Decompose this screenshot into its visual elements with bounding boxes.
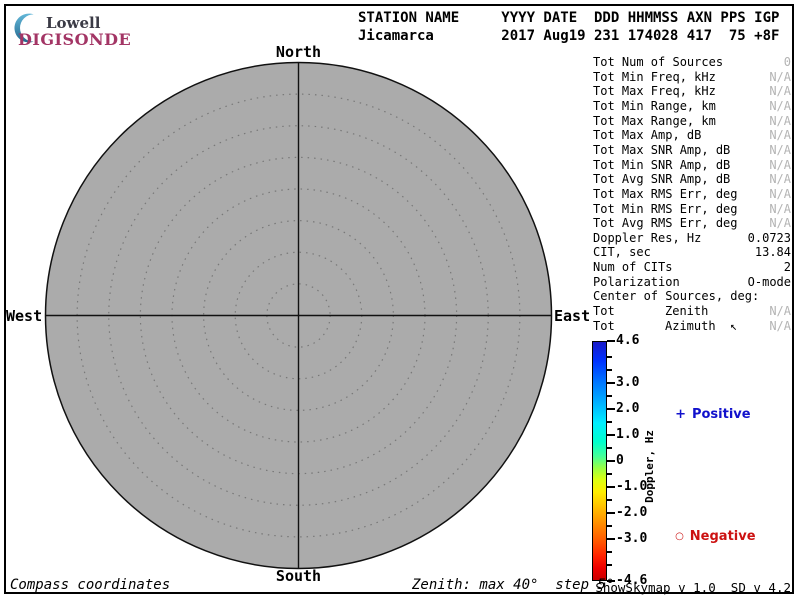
stats-row: Tot Azimuth ↖ N/A (593, 318, 791, 333)
colorbar-minor-tick (607, 499, 612, 502)
colorbar-minor-tick (607, 368, 612, 371)
stats-row: Tot Max Freq, kHz N/A (593, 84, 791, 99)
footer-version: ShowSkymap v 1.0 SD v 4.2 (595, 580, 791, 595)
header-column-titles: STATION NAME YYYY DATE DDD HHMMSS AXN PP… (358, 10, 780, 26)
colorbar-tick-label: -4.6 (616, 573, 648, 588)
lowell-crescent-icon (14, 13, 34, 43)
stats-row: Tot Max Amp, dB N/A (593, 128, 791, 143)
stats-row: Center of Sources, deg: (593, 289, 760, 304)
window-border (4, 4, 794, 594)
stats-row: Doppler Res, Hz 0.0723 (593, 230, 791, 245)
colorbar-tick-label: 4.6 (616, 333, 640, 348)
stats-row: Tot Min RMS Err, deg N/A (593, 201, 791, 216)
colorbar-tick-label: 1.0 (616, 426, 640, 442)
negative-label: Negative (689, 529, 756, 544)
colorbar-minor-tick (607, 355, 612, 358)
colorbar-minor-tick (607, 473, 612, 476)
colorbar-tick-label: 2.0 (616, 400, 640, 416)
positive-legend: + Positive (666, 392, 751, 422)
compass-label-north: North (275, 43, 322, 61)
circle-icon: ○ (675, 531, 684, 542)
logo-lowell-text: Lowell (46, 14, 101, 32)
plus-icon: + (675, 407, 686, 422)
colorbar-tick-label: -3.0 (616, 531, 648, 547)
colorbar-minor-tick (607, 394, 612, 397)
colorbar-axis-title: Doppler, Hz (643, 429, 656, 503)
positive-label: Positive (691, 407, 751, 422)
colorbar-major-tick (607, 538, 615, 541)
footer-zenith-scale: Zenith: max 40° step 5° (412, 577, 615, 593)
colorbar-major-tick (607, 340, 615, 342)
stats-row: Tot Max SNR Amp, dB N/A (593, 142, 791, 157)
compass-label-south: South (275, 567, 322, 585)
colorbar-major-tick (607, 407, 615, 410)
colorbar-major-tick (607, 460, 615, 462)
colorbar-major-tick (607, 433, 615, 436)
colorbar-tick-label: -2.0 (616, 505, 648, 521)
stats-row: Tot Min Freq, kHz N/A (593, 69, 791, 84)
colorbar-major-tick (607, 486, 615, 489)
compass-label-east: East (554, 307, 591, 325)
colorbar-minor-tick (607, 525, 612, 528)
colorbar-minor-tick (607, 564, 612, 567)
logo: Lowell DIGISONDE (12, 8, 131, 50)
footer-coordinates-mode: Compass coordinates (10, 577, 171, 593)
compass-label-west: West (6, 307, 43, 325)
colorbar-major-tick (607, 580, 615, 582)
stats-row: CIT, sec 13.84 (593, 245, 791, 260)
stats-panel: Tot Num of Sources 0 Tot Min Freq, kHz N/A T… (593, 55, 791, 337)
doppler-colorbar (592, 341, 607, 581)
compass-plot (44, 61, 553, 570)
colorbar-major-tick (607, 512, 615, 515)
stats-row: Polarization O-mode (593, 274, 791, 289)
stats-row: Tot Min Range, km N/A (593, 98, 791, 113)
stats-row: Tot Num of Sources 0 (593, 55, 791, 69)
stats-row: Tot Avg RMS Err, deg N/A (593, 216, 791, 231)
logo-digisonde-text: DIGISONDE (18, 30, 132, 49)
colorbar-tick-label: 3.0 (616, 374, 640, 390)
stats-row: Tot Max Range, km N/A (593, 113, 791, 128)
colorbar-tick-label: -1.0 (616, 479, 648, 495)
stats-row: Tot Min SNR Amp, dB N/A (593, 157, 791, 172)
stats-row: Tot Avg SNR Amp, dB N/A (593, 172, 791, 187)
stats-row: Num of CITs 2 (593, 260, 791, 275)
negative-legend: ○ Negative (666, 514, 756, 544)
stats-row: Tot Max RMS Err, deg N/A (593, 186, 791, 201)
colorbar-minor-tick (607, 420, 612, 423)
colorbar-minor-tick (607, 551, 612, 554)
header-station-values: Jicamarca 2017 Aug19 231 174028 417 75 +… (358, 28, 780, 44)
stats-row: Tot Zenith N/A (593, 304, 791, 319)
colorbar-tick-label: 0 (616, 453, 624, 468)
colorbar-major-tick (607, 381, 615, 384)
colorbar-minor-tick (607, 446, 612, 449)
